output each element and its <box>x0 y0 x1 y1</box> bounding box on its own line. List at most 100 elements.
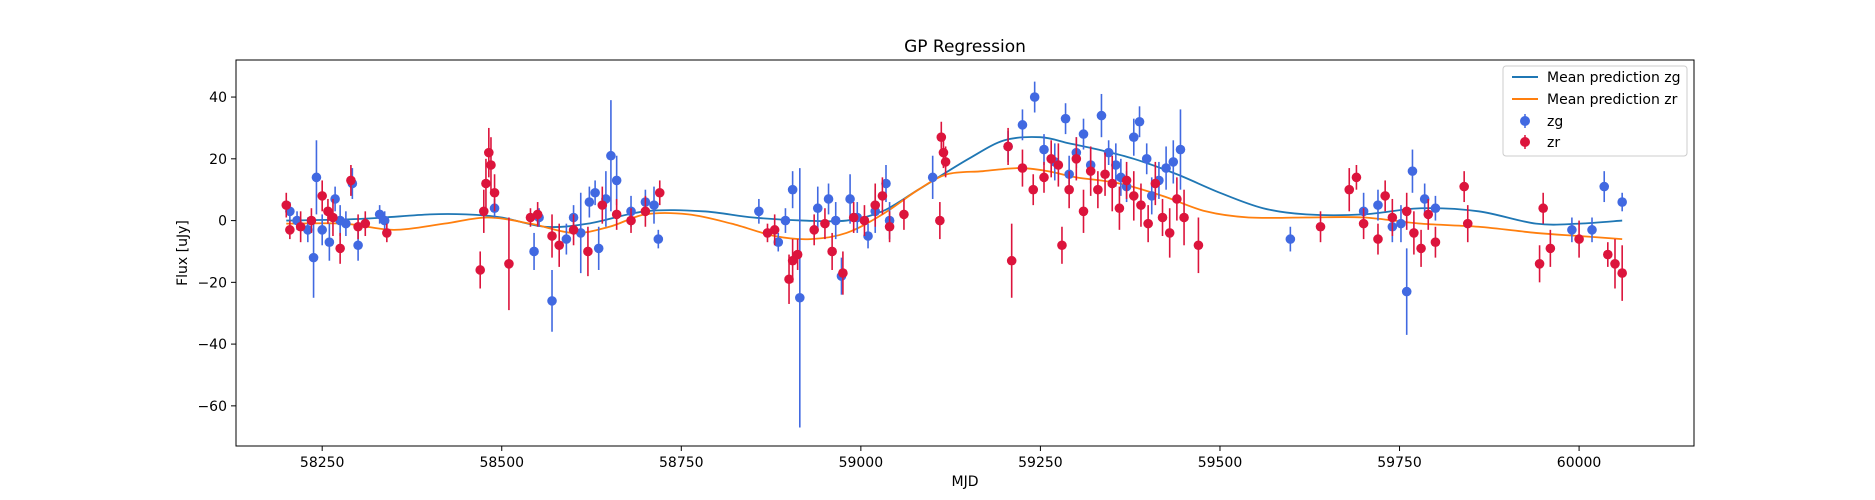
zr-point <box>1574 234 1584 244</box>
zr-point <box>1006 255 1017 266</box>
y-tick-label: 20 <box>209 152 227 168</box>
zr-point <box>611 209 622 220</box>
legend-swatch-zg-marker <box>1520 116 1530 126</box>
zr-point <box>1078 206 1089 217</box>
zr-point <box>1150 178 1161 189</box>
zr-point <box>285 225 295 235</box>
zr-point <box>554 240 565 251</box>
zr-point <box>1064 184 1074 195</box>
zr-point <box>938 147 949 158</box>
zr-point <box>1179 212 1189 223</box>
zr-point <box>1057 240 1067 251</box>
zg-point <box>1419 194 1430 204</box>
zr-point <box>1039 172 1049 183</box>
zr-point <box>762 228 773 238</box>
zr-point <box>1459 181 1469 192</box>
zr-point <box>481 178 491 189</box>
zr-point <box>1085 166 1096 176</box>
zr-point <box>1534 259 1545 269</box>
zr-point <box>532 209 543 220</box>
zg-point <box>653 234 664 244</box>
zg-point <box>1039 144 1049 155</box>
zg-point <box>1567 225 1577 235</box>
zg-point <box>1285 234 1296 244</box>
zg-point <box>584 197 595 207</box>
zg-point <box>303 225 313 235</box>
zg-point <box>1401 286 1412 297</box>
zr-point <box>936 132 947 142</box>
zg-point <box>1175 144 1186 155</box>
zr-point <box>1053 160 1064 170</box>
y-tick-label: −60 <box>197 399 227 415</box>
zg-point <box>529 246 539 257</box>
zg-point <box>330 194 340 204</box>
zr-point <box>859 215 870 226</box>
zr-point <box>583 246 593 257</box>
data-layer <box>281 81 1627 428</box>
zg-point <box>379 215 390 226</box>
zg-point <box>308 252 319 263</box>
zg-point <box>863 231 873 241</box>
zg-point <box>1407 166 1418 176</box>
zr-point <box>884 221 895 232</box>
zr-point <box>1373 234 1383 244</box>
legend-label-mean-zg: Mean prediction zg <box>1547 70 1681 86</box>
zr-point <box>317 191 327 201</box>
x-tick-label: 59750 <box>1377 455 1422 471</box>
zr-point <box>1128 191 1139 201</box>
zg-point <box>795 292 805 303</box>
zr-point <box>769 225 780 235</box>
zr-point <box>1071 154 1082 164</box>
y-tick-label: 0 <box>218 214 227 230</box>
zr-point <box>1538 203 1548 214</box>
zg-point <box>812 203 823 214</box>
zr-point <box>820 218 830 229</box>
x-tick-label: 58750 <box>659 455 704 471</box>
legend-label-zg: zg <box>1547 114 1563 130</box>
zg-point <box>1029 92 1040 102</box>
legend-label-mean-zr: Mean prediction zr <box>1547 92 1678 108</box>
zr-point <box>1136 200 1146 210</box>
zg-point <box>823 194 834 204</box>
zr-point <box>335 243 345 254</box>
zr-point <box>1003 141 1013 152</box>
x-axis-label: MJD <box>952 474 979 490</box>
zg-point <box>1017 120 1028 130</box>
zg-point <box>773 237 784 247</box>
zr-point <box>1100 169 1110 180</box>
zr-point <box>382 228 392 238</box>
zr-point <box>1462 218 1473 229</box>
zr-point <box>1121 175 1132 186</box>
zg-point <box>845 194 855 204</box>
zg-point <box>927 172 938 183</box>
zr-point <box>1610 259 1620 269</box>
zr-point <box>1545 243 1556 254</box>
zg-point <box>754 206 764 217</box>
zr-point <box>1046 154 1056 164</box>
zr-point <box>484 147 494 158</box>
y-tick-label: −40 <box>197 337 227 353</box>
zg-point <box>575 228 586 238</box>
zg-point <box>1587 225 1597 235</box>
zr-point <box>1416 243 1426 254</box>
plot-area <box>235 59 1695 447</box>
zr-point <box>1423 209 1434 220</box>
zg-point <box>1599 181 1610 192</box>
legend-label-zr: zr <box>1547 135 1560 151</box>
x-tick-label: 60000 <box>1557 455 1602 471</box>
y-axis-label: Flux [uJy] <box>175 220 191 286</box>
zr-point <box>295 221 306 232</box>
zr-point <box>1351 172 1362 183</box>
zr-point <box>809 225 819 235</box>
zr-point <box>1114 203 1125 214</box>
zr-point <box>486 160 496 170</box>
zg-point <box>830 215 841 226</box>
zr-point <box>1387 212 1398 223</box>
legend-box <box>1502 65 1688 157</box>
zg-point <box>1168 157 1179 167</box>
zr-point <box>597 200 608 210</box>
zr-point <box>870 200 881 210</box>
zg-point <box>1134 116 1145 127</box>
zr-point <box>827 246 837 257</box>
zg-point <box>649 200 659 210</box>
